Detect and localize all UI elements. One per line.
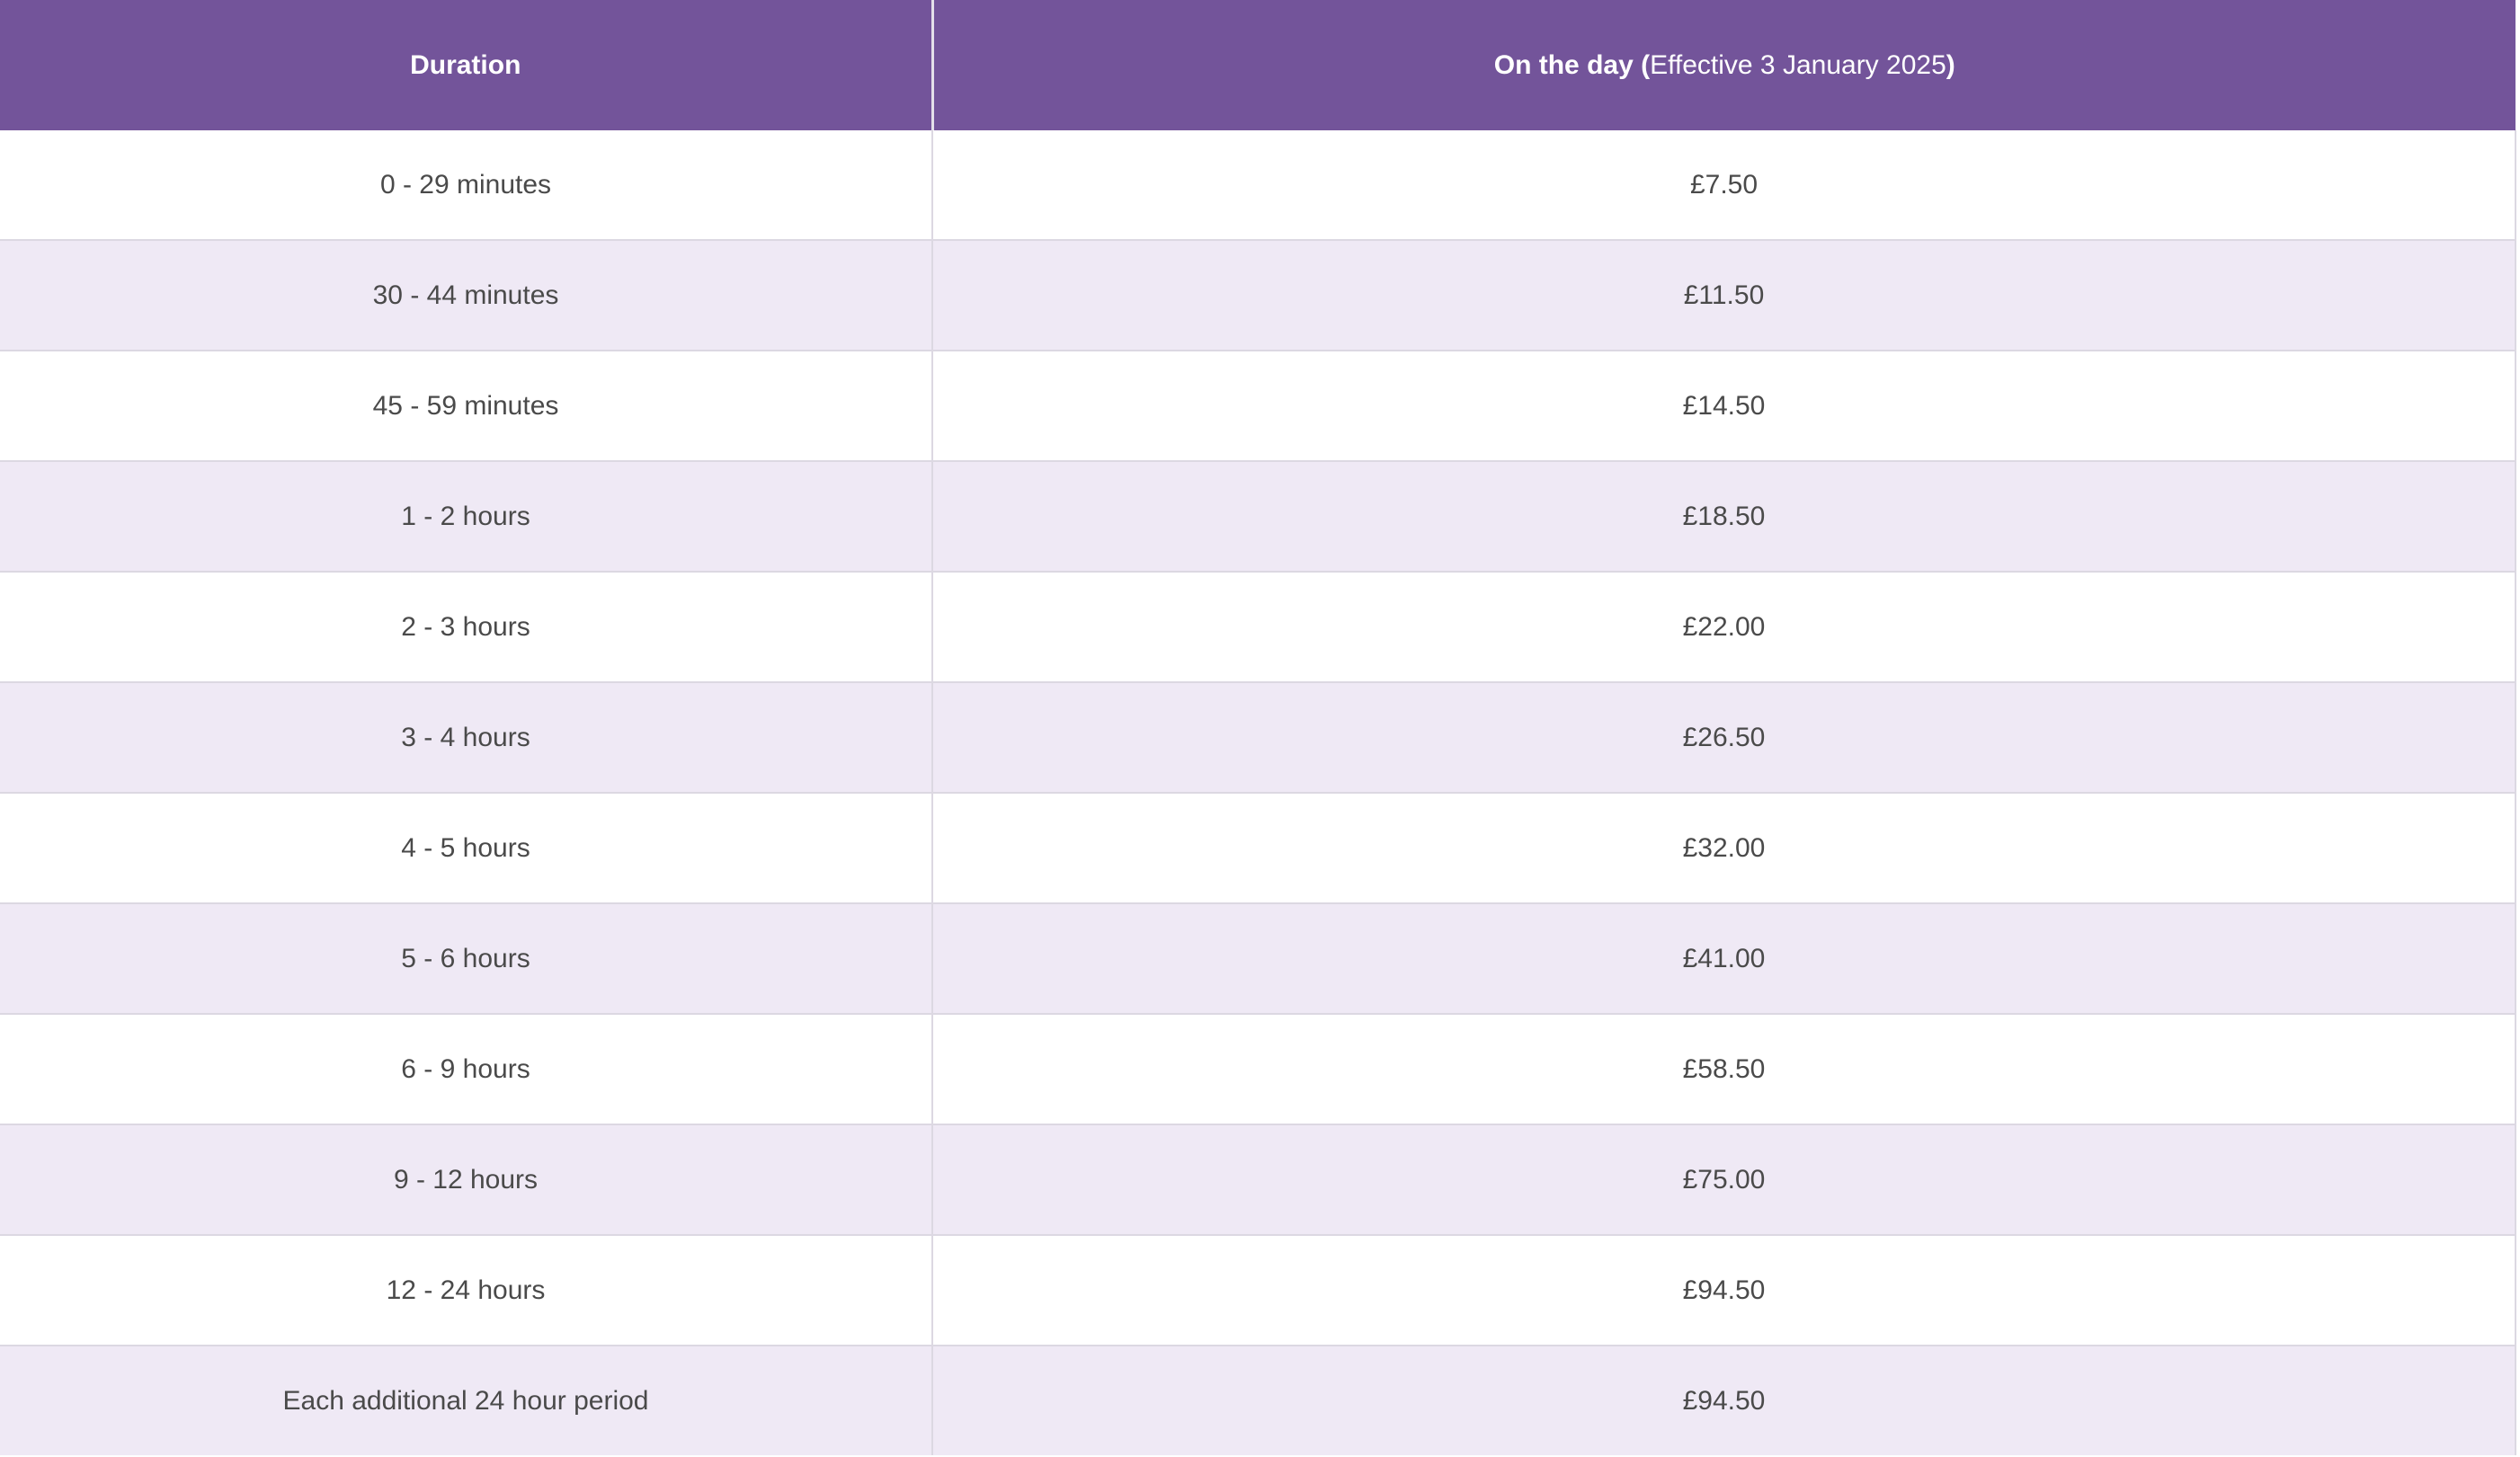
column-header-duration: Duration [0, 0, 934, 130]
table-row: 5 - 6 hours £41.00 [0, 903, 2516, 1015]
header-row: Duration On the day (Effective 3 January… [0, 0, 2516, 130]
column-header-price-prefix: On the day ( [1493, 49, 1651, 80]
price-cell: £58.50 [932, 1014, 2516, 1125]
price-cell: £11.50 [932, 240, 2516, 351]
price-cell: £7.50 [932, 130, 2516, 241]
duration-cell: 12 - 24 hours [0, 1235, 933, 1346]
price-cell: £18.50 [932, 461, 2516, 573]
price-cell: £14.50 [932, 351, 2516, 462]
column-header-price-effective-date: Effective 3 January 2025 [1650, 49, 1946, 80]
duration-cell: 2 - 3 hours [0, 572, 933, 683]
table-body: 0 - 29 minutes £7.50 30 - 44 minutes £11… [0, 130, 2516, 1455]
column-header-price-suffix: ) [1946, 49, 1955, 80]
price-cell: £41.00 [932, 903, 2516, 1015]
table-row: 4 - 5 hours £32.00 [0, 793, 2516, 904]
price-cell: £26.50 [932, 682, 2516, 794]
price-cell: £94.50 [932, 1235, 2516, 1346]
duration-cell: 3 - 4 hours [0, 682, 933, 794]
price-cell: £75.00 [932, 1124, 2516, 1236]
table-header: Duration On the day (Effective 3 January… [0, 0, 2516, 130]
duration-cell: 9 - 12 hours [0, 1124, 933, 1236]
price-cell: £32.00 [932, 793, 2516, 904]
duration-cell: 1 - 2 hours [0, 461, 933, 573]
duration-cell: Each additional 24 hour period [0, 1346, 933, 1455]
duration-cell: 0 - 29 minutes [0, 130, 933, 241]
table-row: 6 - 9 hours £58.50 [0, 1014, 2516, 1125]
duration-cell: 30 - 44 minutes [0, 240, 933, 351]
table-row: 12 - 24 hours £94.50 [0, 1235, 2516, 1346]
duration-cell: 6 - 9 hours [0, 1014, 933, 1125]
table-row: 30 - 44 minutes £11.50 [0, 240, 2516, 351]
price-cell: £94.50 [932, 1346, 2516, 1455]
duration-cell: 4 - 5 hours [0, 793, 933, 904]
table-row: 0 - 29 minutes £7.50 [0, 130, 2516, 241]
duration-cell: 45 - 59 minutes [0, 351, 933, 462]
table-row: 45 - 59 minutes £14.50 [0, 351, 2516, 462]
table-row: 2 - 3 hours £22.00 [0, 572, 2516, 683]
table-row: 1 - 2 hours £18.50 [0, 461, 2516, 573]
table-row: 3 - 4 hours £26.50 [0, 682, 2516, 794]
price-cell: £22.00 [932, 572, 2516, 683]
table-row: Each additional 24 hour period £94.50 [0, 1346, 2516, 1455]
column-header-price: On the day (Effective 3 January 2025) [932, 0, 2516, 130]
table-row: 9 - 12 hours £75.00 [0, 1124, 2516, 1236]
duration-cell: 5 - 6 hours [0, 903, 933, 1015]
